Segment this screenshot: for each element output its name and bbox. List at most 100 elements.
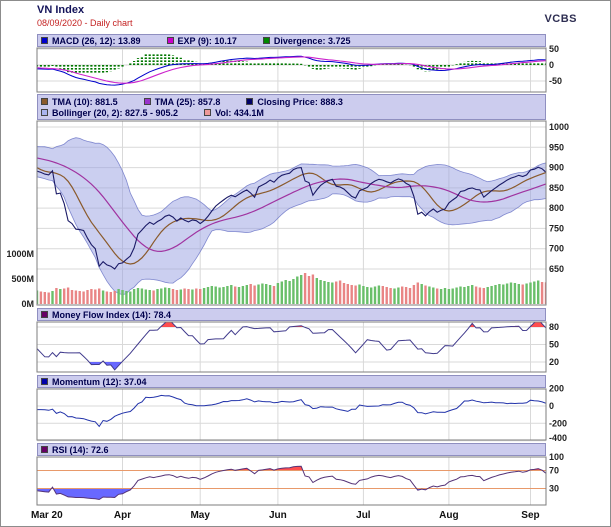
volume-bar — [377, 285, 381, 304]
volume-bar — [517, 284, 520, 304]
rsi-overbought-fill — [223, 466, 543, 471]
x-axis-label: May — [190, 510, 210, 521]
volume-bar — [43, 292, 46, 304]
volume-bar — [502, 284, 505, 304]
volume-bar — [381, 286, 384, 304]
volume-bar — [432, 287, 435, 304]
volume-bar — [350, 285, 353, 304]
volume-bar — [544, 282, 546, 304]
volume-bar — [525, 283, 528, 304]
volume-bar — [195, 288, 198, 304]
volume-bar — [179, 289, 182, 304]
tma25-line — [37, 157, 546, 253]
volume-bar — [164, 287, 167, 304]
rsi-line — [37, 465, 546, 501]
price-legend: TMA (10): 881.5 TMA (25): 857.8 Closing … — [37, 94, 546, 120]
volume-bar — [226, 286, 229, 304]
tma10-line — [37, 167, 546, 265]
legend-item-macd: MACD (26, 12): 13.89 — [41, 36, 141, 46]
volume-bar — [331, 282, 334, 304]
volume-bar — [494, 285, 497, 304]
volume-bar — [513, 283, 517, 304]
volume-bar — [199, 289, 202, 304]
volume-bar — [272, 286, 276, 304]
volume-bar — [148, 290, 151, 304]
volume-bar — [533, 281, 536, 304]
macd-ytick: 50 — [549, 44, 559, 54]
volume-bar — [346, 284, 349, 304]
price-ytick: 700 — [549, 244, 564, 254]
volume-bar — [521, 284, 524, 304]
volume-bars — [37, 273, 546, 304]
closing-price-swatch — [246, 98, 254, 105]
volume-ytick: 500M — [11, 274, 34, 284]
volume-bar — [265, 284, 268, 304]
x-axis-label: Jul — [356, 510, 371, 521]
macd-swatch — [41, 37, 48, 44]
volume-bar — [121, 290, 124, 304]
volume-bar — [338, 280, 342, 304]
panel-border — [36, 120, 547, 306]
volume-bar — [455, 287, 458, 304]
x-axis-label: Aug — [439, 510, 458, 521]
volume-bar — [471, 285, 474, 304]
volume-bar — [117, 289, 120, 304]
volume-bar — [385, 287, 388, 304]
volume-bar — [397, 287, 400, 304]
macd-histogram — [37, 53, 546, 74]
volume-bar — [323, 281, 326, 304]
volume-bar — [183, 288, 186, 304]
legend-item-tma25: TMA (25): 857.8 — [143, 96, 221, 107]
x-axis-label: Apr — [114, 510, 131, 521]
volume-bar — [144, 289, 147, 304]
legend-item-volume: Vol: 434.1M — [204, 108, 264, 118]
volume-bar — [140, 288, 144, 304]
volume-bar — [253, 285, 256, 304]
volume-bar — [478, 287, 482, 304]
volume-bar — [307, 276, 311, 304]
volume-bar — [222, 287, 225, 304]
panel-border — [36, 456, 547, 506]
x-axis-label: Sep — [521, 510, 539, 521]
panel-border — [36, 321, 547, 373]
volume-bar — [327, 282, 330, 304]
volume-bar — [202, 288, 206, 304]
legend-item-divergence: Divergence: 3.725 — [262, 35, 351, 46]
volume-bar — [436, 288, 439, 304]
price-ytick: 800 — [549, 203, 564, 213]
mfi-swatch — [41, 311, 48, 318]
legend-item-bollinger: Bollinger (20, 2): 827.5 - 905.2 — [41, 108, 178, 118]
volume-bar — [389, 288, 392, 304]
volume-bar — [463, 287, 466, 304]
volume-bar — [420, 284, 423, 304]
rsi-ytick: 100 — [549, 452, 564, 462]
mfi-ytick: 20 — [549, 357, 559, 367]
volume-bar — [214, 286, 217, 304]
divergence-label: Divergence: 3.725 — [273, 35, 351, 46]
rsi-ytick: 30 — [549, 484, 559, 494]
momentum-swatch — [41, 378, 48, 385]
rsi-oversold-fill — [37, 488, 428, 500]
tma25-swatch — [143, 98, 151, 105]
volume-bar — [94, 289, 97, 304]
rsi-label: RSI (14): 72.6 — [52, 444, 109, 455]
volume-bar — [129, 291, 132, 304]
legend-item-momentum: Momentum (12): 37.04 — [41, 377, 147, 387]
volume-bar — [300, 275, 303, 304]
panel-border — [36, 47, 547, 93]
rsi-ytick: 70 — [549, 466, 559, 476]
price-ytick: 1000 — [549, 122, 569, 132]
tma25-label: TMA (25): 857.8 — [154, 96, 221, 107]
mfi-line — [37, 322, 546, 371]
momentum-ytick: 200 — [549, 384, 564, 394]
volume-bar — [191, 289, 194, 304]
volume-bar — [206, 287, 210, 304]
volume-bar — [404, 287, 408, 304]
volume-bar — [393, 288, 396, 304]
volume-bar — [319, 280, 322, 304]
volume-bar — [237, 287, 241, 304]
tma10-label: TMA (10): 881.5 — [52, 96, 118, 107]
volume-bar — [125, 291, 128, 304]
volume-bar — [412, 285, 416, 304]
